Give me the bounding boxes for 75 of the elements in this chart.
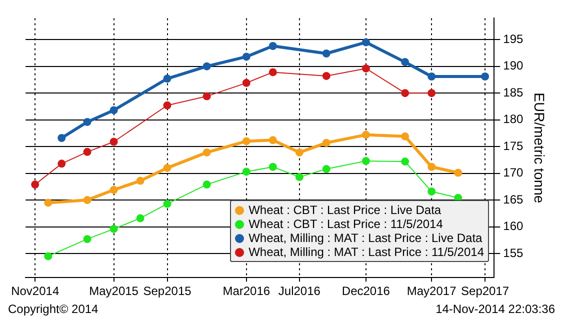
point — [322, 50, 330, 58]
point — [44, 252, 52, 260]
y-tick-label: 170 — [503, 166, 524, 180]
point — [401, 89, 410, 98]
point — [401, 132, 410, 140]
y-axis-title: EUR/metric tonne — [532, 92, 548, 204]
x-tick-label: May2017 — [406, 284, 457, 298]
point — [268, 162, 277, 171]
x-tick-label: Sep2017 — [461, 284, 510, 298]
point — [481, 72, 490, 80]
point — [44, 198, 52, 207]
point — [362, 38, 370, 46]
point — [31, 180, 40, 189]
point — [83, 118, 92, 126]
y-tick-label: 195 — [503, 32, 524, 46]
point — [362, 130, 370, 139]
point — [295, 148, 304, 156]
point — [110, 106, 118, 114]
point — [322, 72, 330, 80]
point — [202, 62, 211, 70]
y-tick-label: 155 — [503, 246, 524, 260]
point — [322, 165, 330, 174]
point — [163, 101, 172, 110]
y-tick-label: 180 — [503, 112, 524, 126]
x-tick-label: May2015 — [89, 284, 139, 298]
x-tick-label: Jul2016 — [278, 284, 321, 298]
point — [242, 78, 250, 87]
y-tick-label: 175 — [503, 138, 524, 153]
point — [428, 72, 436, 80]
point — [58, 134, 66, 142]
y-tick-label: 160 — [503, 219, 524, 234]
point — [268, 136, 277, 144]
point — [83, 196, 92, 204]
point — [202, 92, 211, 100]
legend-label: Wheat, Milling : MAT : Last Price : 11/5/2014 — [248, 245, 484, 259]
point — [83, 148, 92, 156]
point — [202, 180, 211, 189]
point — [83, 235, 92, 244]
point — [163, 74, 172, 83]
point — [401, 58, 410, 66]
y-tick-label: 185 — [503, 85, 524, 100]
point — [242, 168, 250, 176]
text: 14-Nov-2014 22:03:36 — [436, 302, 555, 316]
x-tick-label: Sep2015 — [143, 284, 192, 298]
x-tick-label: Nov2014 — [11, 284, 60, 298]
point — [295, 173, 304, 182]
point — [136, 214, 144, 222]
y-tick-label: 165 — [503, 192, 524, 206]
text: Copyright© 2014 — [8, 302, 98, 316]
point — [58, 160, 66, 168]
point — [202, 148, 211, 156]
point — [322, 138, 330, 147]
point — [268, 42, 277, 50]
point — [428, 89, 436, 98]
point — [242, 137, 250, 146]
point — [163, 200, 172, 208]
point — [362, 157, 370, 166]
legend-label: Wheat, Milling : MAT : Last Price : Live Data — [248, 231, 482, 245]
point — [110, 186, 118, 194]
point — [401, 158, 410, 166]
x-tick-label: Dec2016 — [342, 284, 390, 298]
point — [110, 138, 118, 146]
y-tick-label: 190 — [503, 58, 524, 73]
legend-label: Wheat : CBT : Last Price : 11/5/2014 — [248, 217, 443, 231]
point — [454, 168, 462, 177]
point — [362, 64, 370, 72]
point — [428, 162, 436, 171]
legend-label: Wheat : CBT : Last Price : Live Data — [248, 203, 442, 217]
x-tick-label: Mar2016 — [222, 284, 270, 298]
point — [242, 52, 250, 61]
point — [110, 224, 118, 233]
point — [136, 176, 144, 185]
point — [428, 187, 436, 196]
point — [268, 68, 277, 76]
point — [163, 164, 172, 172]
